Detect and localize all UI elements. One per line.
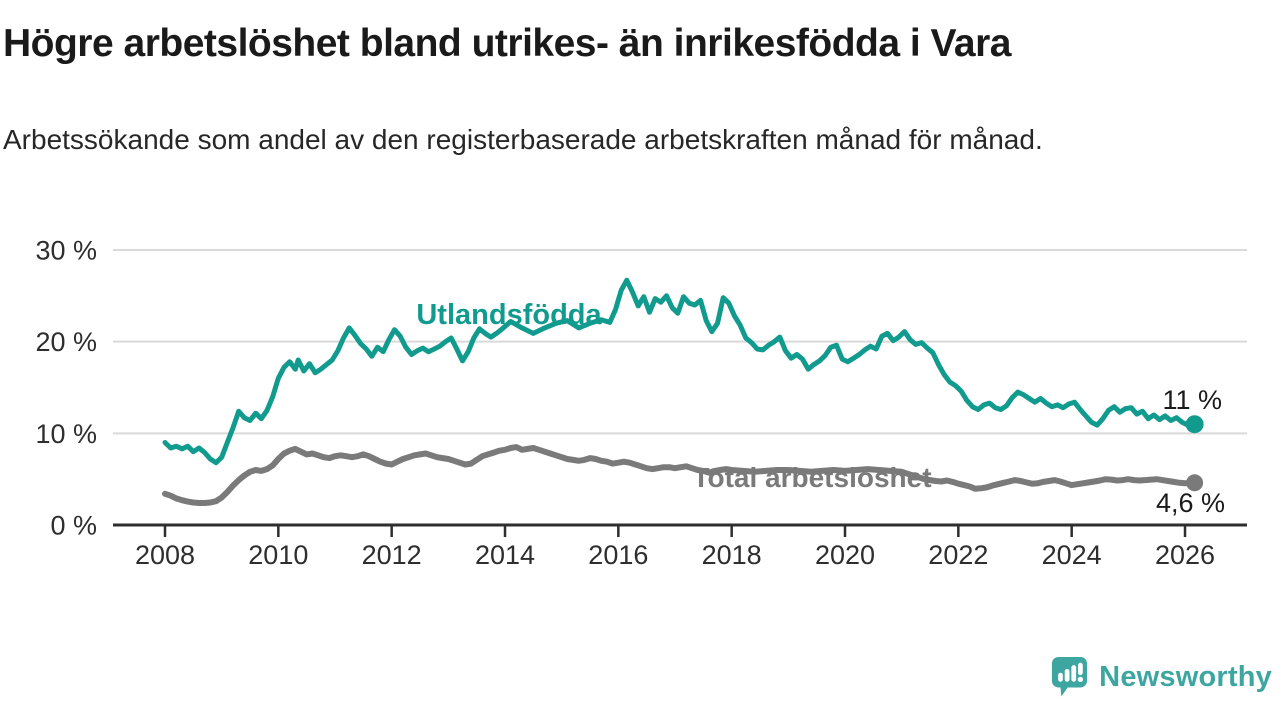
x-tick-label: 2016 [588, 540, 648, 570]
y-tick-label: 20 % [35, 327, 97, 357]
page-title: Högre arbetslöshet bland utrikes- än inr… [3, 22, 1011, 65]
speech-bubble-shape [1052, 657, 1088, 697]
y-tick-label: 0 % [50, 511, 97, 541]
newsworthy-logo-text: Newsworthy [1099, 660, 1272, 693]
x-tick-label: 2022 [928, 540, 988, 570]
x-tick-label: 2010 [248, 540, 308, 570]
x-tick-label: 2024 [1042, 540, 1102, 570]
x-tick-label: 2012 [362, 540, 422, 570]
utlandsfodda-end-dot [1185, 415, 1204, 434]
x-axis-ticks [163, 525, 1187, 537]
y-tick-label: 30 % [35, 235, 97, 265]
chart-svg: 0 % 10 % 20 % 30 % 2008 2010 2012 2014 2016 2018… [35, 235, 1247, 570]
total-arbetsloshet-end-dot [1186, 474, 1204, 492]
y-tick-label: 10 % [35, 419, 97, 449]
x-tick-label: 2014 [475, 540, 535, 570]
utlandsfodda-series-label: Utlandsfödda [416, 299, 602, 331]
unemployment-line-chart: 0 % 10 % 20 % 30 % 2008 2010 2012 2014 2016 2018… [0, 220, 1280, 600]
x-tick-label: 2020 [815, 540, 875, 570]
x-tick-label: 2008 [135, 540, 195, 570]
total-arbetsloshet-series-label: Total arbetslöshet [692, 462, 931, 493]
x-tick-label: 2026 [1155, 540, 1215, 570]
total-arbetsloshet-line [162, 444, 1198, 506]
chart-subtitle: Arbetssökande som andel av den registerb… [3, 124, 1043, 155]
newsworthy-logo: Newsworthy [1050, 656, 1272, 698]
newsworthy-logo-icon [1052, 657, 1088, 697]
gridlines [113, 248, 1247, 435]
x-axis-tick-labels: 2008 2010 2012 2014 2016 2018 2020 2022 2024 2026 [135, 540, 1215, 570]
utlandsfodda-line [162, 277, 1198, 466]
total-arbetsloshet-end-value-label: 4,6 % [1156, 488, 1225, 518]
y-axis-tick-labels: 0 % 10 % 20 % 30 % [35, 235, 97, 540]
utlandsfodda-end-value-label: 11 % [1162, 385, 1222, 415]
x-tick-label: 2018 [702, 540, 762, 570]
